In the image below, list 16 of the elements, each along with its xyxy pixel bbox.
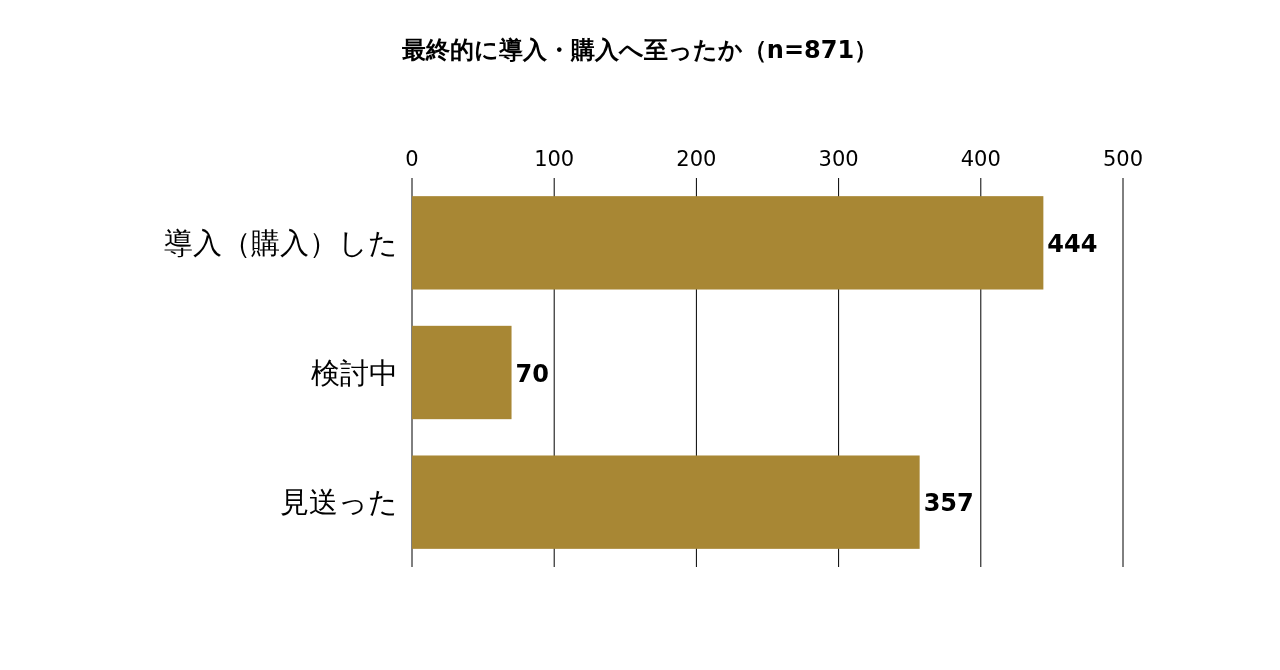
bar (412, 196, 1044, 290)
bar (412, 325, 512, 420)
x-tick-label: 300 (818, 147, 859, 171)
x-tick-label: 100 (534, 147, 575, 171)
chart-title: 最終的に導入・購入へ至ったか（n=871） (400, 36, 879, 64)
y-tick-label: 検討中 (311, 355, 398, 390)
data-label: 70 (515, 359, 549, 388)
data-label: 357 (923, 489, 974, 518)
y-tick-label: 見送った (280, 485, 398, 520)
bar (412, 455, 920, 549)
data-label: 444 (1047, 229, 1098, 258)
x-tick-label: 500 (1102, 147, 1144, 171)
x-tick-label: 400 (960, 147, 1001, 171)
x-tick-label: 200 (676, 147, 717, 171)
y-tick-label: 導入（購入）した (164, 225, 398, 260)
x-tick-label: 0 (405, 147, 419, 171)
